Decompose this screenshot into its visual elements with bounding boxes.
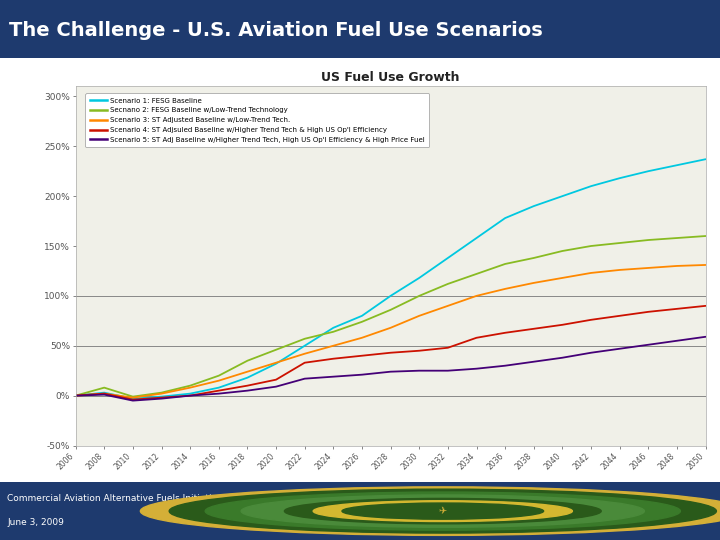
Circle shape (169, 489, 716, 533)
Text: Commercial Aviation Alternative Fuels Initiative: Commercial Aviation Alternative Fuels In… (7, 494, 222, 503)
Text: 4: 4 (690, 504, 700, 518)
Circle shape (205, 492, 680, 530)
Legend: Scenario 1: FESG Baseline, Secnano 2: FESG Baseline w/Low-Trend Technology, Scen: Scenario 1: FESG Baseline, Secnano 2: FE… (86, 93, 429, 147)
Title: US Fuel Use Growth: US Fuel Use Growth (321, 71, 460, 84)
Circle shape (313, 501, 572, 522)
FancyBboxPatch shape (0, 0, 720, 58)
Circle shape (342, 503, 544, 519)
FancyBboxPatch shape (0, 482, 720, 540)
Circle shape (284, 498, 601, 524)
Text: Federal Aviation: Federal Aviation (475, 497, 565, 508)
Text: The Challenge - U.S. Aviation Fuel Use Scenarios: The Challenge - U.S. Aviation Fuel Use S… (9, 21, 542, 39)
Text: Source: FAA Preliminary Analysis: Source: FAA Preliminary Analysis (521, 414, 670, 423)
Text: June 3, 2009: June 3, 2009 (7, 518, 64, 527)
Circle shape (140, 487, 720, 535)
Text: Administration: Administration (475, 515, 557, 525)
Circle shape (241, 495, 644, 527)
Text: ✈: ✈ (438, 506, 447, 516)
